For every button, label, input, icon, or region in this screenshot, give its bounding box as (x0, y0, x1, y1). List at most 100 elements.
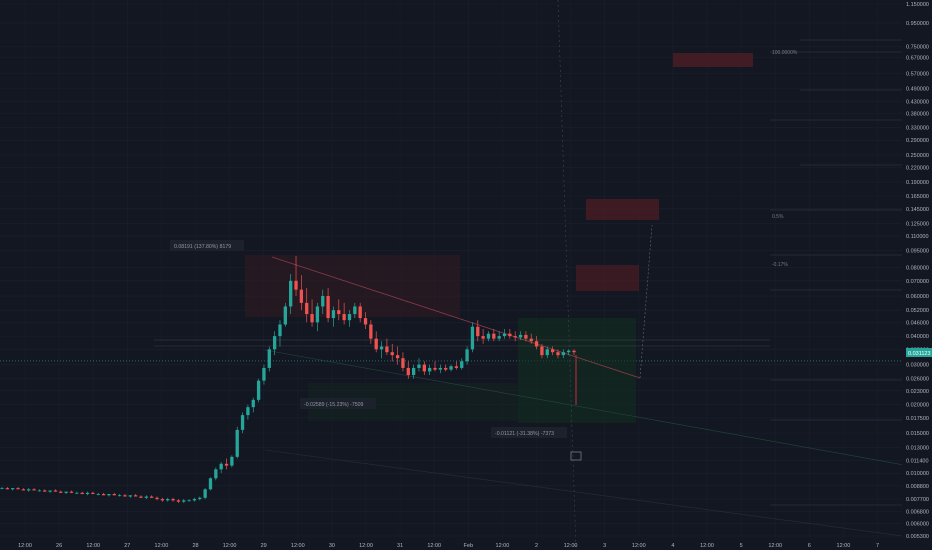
x-tick-label: 12:00 (768, 543, 782, 549)
candle-body (481, 336, 485, 339)
trend-line-upper[interactable] (271, 256, 641, 379)
candle-body (166, 499, 170, 501)
measure-label-box (491, 427, 567, 438)
y-tick-label: 0.017500 (906, 416, 929, 422)
candle-body (101, 494, 106, 496)
x-tick-label: 4 (671, 543, 674, 549)
x-tick-label: 12:00 (155, 543, 169, 549)
projection-line[interactable] (639, 224, 653, 379)
y-tick-label: 0.046000 (906, 320, 929, 326)
candle-body (433, 367, 437, 370)
candle-body (32, 489, 36, 491)
short-position-box[interactable] (673, 53, 753, 67)
y-tick-label: 0.008800 (906, 484, 929, 490)
candle-body (545, 349, 549, 356)
y-tick-label: 0.430000 (906, 99, 929, 105)
x-tick-label: 12:00 (837, 543, 851, 549)
stop-zone-box[interactable] (586, 199, 659, 220)
x-tick-label: 5 (740, 543, 743, 549)
candle-body (43, 490, 47, 492)
candle-body (566, 350, 571, 353)
stop-zone-box-2[interactable] (576, 265, 639, 291)
candle-body (246, 407, 250, 416)
candle-body (422, 364, 426, 372)
candle-body (444, 367, 448, 370)
x-tick-label: 12:00 (564, 543, 578, 549)
y-tick-label: 0.145000 (906, 207, 929, 213)
y-tick-label: 0.570000 (906, 71, 929, 77)
candle-body (342, 314, 346, 321)
candle-body (198, 497, 202, 500)
candle-body (37, 490, 42, 492)
trend-line-lower[interactable] (264, 349, 932, 471)
candle-body (289, 280, 293, 307)
candle-body (176, 500, 181, 502)
candle-body (69, 491, 74, 493)
x-tick-label: 2 (535, 543, 538, 549)
candle-body (16, 488, 20, 490)
y-tick-label: 0.040000 (906, 334, 929, 340)
candle-body (144, 496, 148, 498)
candle-body (171, 499, 175, 501)
y-tick-label: 0.190000 (906, 180, 929, 186)
drawing-layer[interactable] (154, 0, 932, 550)
y-tick-label: 0.950000 (906, 21, 929, 27)
time-axis[interactable]: 12:00 26 12:00 27 12:00 28 12:00 29 12:00 30 12:00… (18, 543, 879, 549)
candle-body (401, 358, 405, 368)
candle-body (112, 494, 116, 496)
candle-body (337, 310, 341, 315)
x-tick-label: 30 (329, 543, 335, 549)
candle-body (369, 324, 373, 339)
candle-body (107, 494, 111, 496)
candle-body (353, 306, 357, 315)
y-tick-label: 0.220000 (906, 166, 929, 172)
candle-body (321, 296, 325, 307)
candle-body (155, 497, 159, 500)
candle-body (230, 456, 234, 466)
y-tick-label: 0.490000 (906, 86, 929, 92)
price-axis[interactable]: 1.150000 0.950000 0.750000 0.670000 0.570000… (902, 0, 932, 550)
candle-body (561, 352, 565, 356)
candle-body (315, 306, 320, 323)
candle-body (235, 429, 239, 457)
x-tick-label: 29 (261, 543, 267, 549)
candle-body (262, 367, 266, 381)
x-tick-label: 12:00 (18, 543, 32, 549)
candle-body (411, 367, 416, 375)
vertical-dotted-line[interactable] (557, 0, 577, 550)
candle-body (48, 490, 52, 492)
y-tick-label: 0.060000 (906, 294, 929, 300)
last-price-label: 0.031123 (908, 351, 931, 357)
y-tick-label: 0.015000 (906, 431, 929, 437)
candle-body (513, 336, 517, 338)
measure-area-up[interactable] (245, 255, 460, 317)
y-tick-label: 0.095000 (906, 249, 929, 255)
grid (0, 3, 902, 537)
candle-body (91, 492, 95, 495)
candle-body (497, 336, 501, 339)
candle-body (502, 333, 507, 337)
y-tick-label: 0.670000 (906, 55, 929, 61)
candle-body (283, 306, 287, 325)
candle-body (438, 367, 443, 370)
y-tick-label: 0.023000 (906, 389, 929, 395)
x-tick-label: Feb (464, 543, 473, 549)
candle-body (299, 289, 304, 303)
x-tick-label: 31 (397, 543, 403, 549)
x-tick-label: 12:00 (359, 543, 373, 549)
candle-body (192, 499, 197, 501)
candle-body (476, 326, 480, 337)
selection-marker[interactable] (570, 451, 582, 461)
candle-body (358, 306, 362, 319)
trend-line-base[interactable] (264, 449, 932, 541)
candle-body (150, 496, 154, 498)
y-tick-label: 0.110000 (906, 234, 929, 240)
candle-body (208, 478, 213, 490)
candle-body (556, 352, 560, 356)
x-tick-label: 12:00 (291, 543, 305, 549)
candle-body (267, 349, 271, 368)
candle-body (550, 349, 555, 353)
candle-body (347, 314, 352, 321)
